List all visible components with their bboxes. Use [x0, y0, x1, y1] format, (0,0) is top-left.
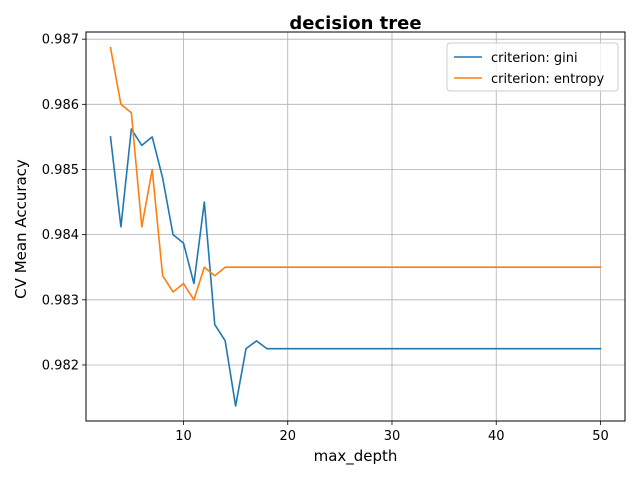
- y-tick-label: 0.982: [42, 358, 79, 373]
- y-tick-label: 0.986: [42, 98, 79, 113]
- grid: [86, 32, 625, 421]
- legend-box: [446, 42, 619, 92]
- series-lines: [109, 46, 602, 407]
- y-tick-label: 0.985: [42, 163, 79, 178]
- x-tick-label: 40: [488, 429, 505, 444]
- series-line-gini: [109, 128, 602, 407]
- x-tick-label: 10: [175, 429, 192, 444]
- y-axis-label: CV Mean Accuracy: [12, 159, 30, 299]
- y-axis-ticks: 0.982 0.983 0.984 0.985 0.986 0.987: [42, 33, 86, 373]
- chart-title: decision tree: [289, 13, 421, 34]
- x-axis-label: max_depth: [314, 447, 398, 466]
- x-axis-ticks: 10 20 30 40 50: [175, 421, 609, 444]
- legend-label-entropy: criterion: entropy: [491, 72, 604, 87]
- x-tick-label: 20: [279, 429, 296, 444]
- legend-label-gini: criterion: gini: [491, 51, 578, 66]
- x-tick-label: 50: [592, 429, 609, 444]
- x-tick-label: 30: [384, 429, 401, 444]
- y-tick-label: 0.987: [42, 33, 79, 48]
- series-line-entropy: [109, 46, 602, 301]
- y-tick-label: 0.984: [42, 228, 79, 243]
- legend: criterion: gini criterion: entropy: [446, 42, 619, 92]
- plot-frame: [85, 31, 626, 422]
- y-tick-label: 0.983: [42, 293, 79, 308]
